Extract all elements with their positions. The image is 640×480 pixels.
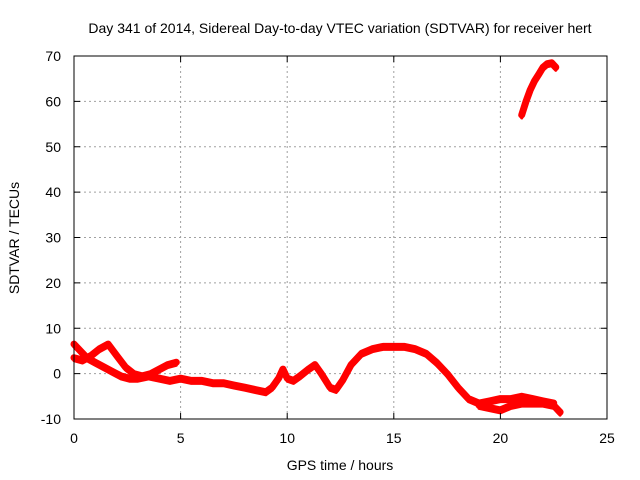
chart-title: Day 341 of 2014, Sidereal Day-to-day VTE… (88, 20, 591, 36)
data-point (166, 377, 173, 384)
x-tick-label: 0 (70, 430, 78, 446)
data-point (147, 370, 154, 377)
data-point (548, 59, 555, 66)
data-point (518, 400, 525, 407)
x-axis-label: GPS time / hours (287, 457, 394, 473)
data-point (333, 386, 340, 393)
data-point (252, 386, 259, 393)
data-point (508, 402, 515, 409)
data-point (523, 98, 529, 105)
data-point (96, 345, 103, 352)
data-point (476, 402, 483, 409)
data-point (164, 361, 171, 368)
data-point (412, 345, 419, 352)
data-point (433, 359, 440, 366)
data-point (279, 366, 286, 373)
y-tick-label: 50 (45, 139, 61, 155)
y-tick-label: 20 (45, 275, 61, 291)
data-point (290, 377, 297, 384)
data-point (105, 341, 112, 348)
axis-ticks: 0 5 10 15 20 25 -10 0 10 20 30 40 50 60 70 (41, 48, 615, 446)
data-point (318, 370, 325, 377)
data-point (486, 397, 493, 404)
data-point (550, 402, 557, 409)
x-tick-label: 10 (279, 430, 295, 446)
data-point (305, 366, 312, 373)
data-point (241, 384, 248, 391)
data-point (508, 395, 515, 402)
data-point (552, 64, 559, 71)
data-point (130, 370, 137, 377)
data-point (79, 357, 86, 363)
data-point (540, 64, 546, 71)
data-point (220, 379, 227, 386)
data-point (117, 372, 124, 379)
data-point (88, 352, 95, 359)
data-point (497, 395, 504, 402)
data-point (369, 345, 376, 352)
data-point (348, 361, 355, 368)
data-point (422, 350, 429, 357)
data-point (284, 375, 291, 382)
data-point (173, 359, 180, 366)
data-point (339, 377, 346, 384)
data-point (156, 375, 163, 382)
data-point (269, 384, 276, 391)
data-point (77, 347, 84, 354)
data-point (454, 384, 461, 391)
data-point (156, 366, 163, 373)
data-point (401, 343, 408, 350)
data-point (444, 370, 451, 377)
data-point (311, 361, 318, 368)
y-tick-label: 0 (53, 366, 61, 382)
x-tick-label: 20 (493, 430, 509, 446)
y-axis-label: SDTVAR / TECUs (6, 182, 22, 294)
plot-area (70, 59, 564, 417)
data-point (390, 343, 397, 350)
data-point (297, 372, 303, 379)
data-point (92, 359, 99, 366)
series-line-satellite-track-d (518, 59, 560, 119)
y-tick-label: 10 (45, 320, 61, 336)
data-point (126, 375, 133, 382)
data-point (139, 372, 146, 379)
y-tick-label: 40 (45, 184, 61, 200)
data-point (527, 87, 534, 93)
data-point (209, 379, 216, 386)
data-point (529, 400, 536, 407)
data-point (497, 406, 504, 413)
y-tick-label: -10 (41, 411, 61, 427)
x-tick-label: 15 (386, 430, 402, 446)
y-tick-label: 60 (45, 93, 61, 109)
data-point (188, 377, 195, 384)
data-point (531, 78, 538, 84)
data-point (380, 343, 387, 350)
data-point (262, 388, 269, 395)
data-point (557, 409, 564, 416)
x-tick-label: 5 (177, 430, 185, 446)
data-point (326, 384, 333, 391)
data-point (358, 350, 365, 357)
data-point (486, 404, 493, 411)
data-point (198, 377, 205, 384)
data-point (122, 363, 129, 370)
data-point (275, 375, 282, 382)
data-point (230, 382, 237, 388)
data-point (518, 112, 525, 118)
x-tick-label: 25 (599, 430, 615, 446)
data-point (540, 400, 546, 407)
data-point (109, 368, 116, 375)
data-point (177, 375, 184, 382)
y-tick-label: 30 (45, 230, 61, 246)
grid (74, 56, 607, 419)
data-point (100, 363, 107, 370)
y-tick-label: 70 (45, 48, 61, 64)
data-point (113, 352, 120, 359)
data-point (535, 71, 542, 78)
data-point (465, 395, 472, 402)
data-point (518, 393, 525, 400)
